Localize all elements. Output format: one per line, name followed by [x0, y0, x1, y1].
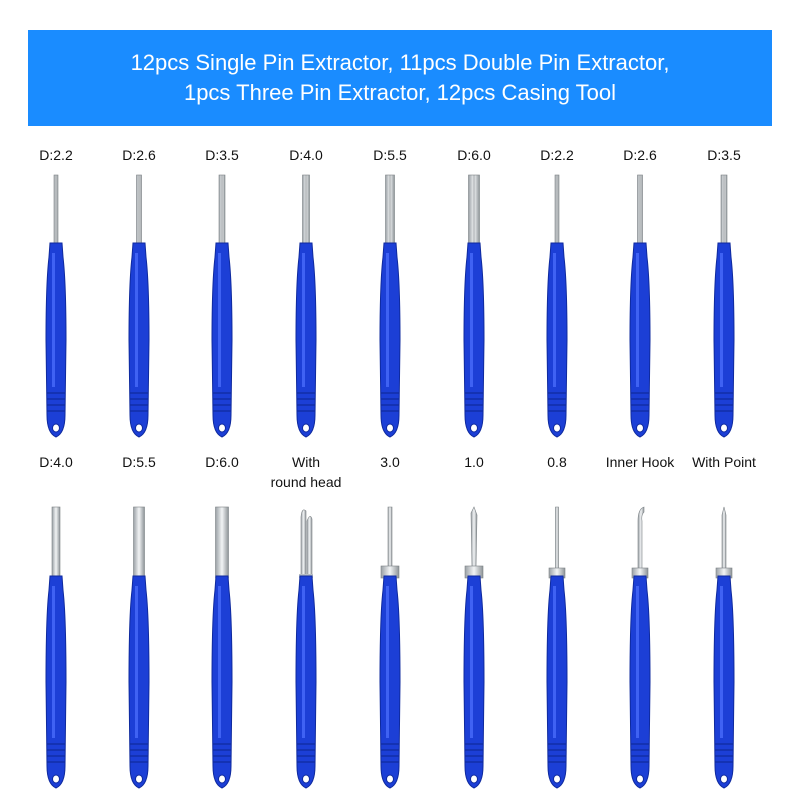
metal-tip — [218, 174, 226, 246]
tool-item: D:6.0 — [177, 452, 267, 792]
handle — [379, 575, 401, 789]
banner-line-2: 1pcs Three Pin Extractor, 12pcs Casing T… — [183, 80, 617, 105]
banner-line-1: 12pcs Single Pin Extractor, 11pcs Double… — [130, 50, 670, 75]
tool-label: With Point — [692, 454, 756, 470]
extractor-tool-icon — [379, 174, 401, 438]
handle — [546, 575, 568, 789]
tool-item: 1.0 — [429, 452, 519, 792]
extractor-tool-icon — [128, 506, 150, 789]
tool-item: 3.0 — [345, 452, 435, 792]
handle — [629, 242, 651, 438]
tool-label: D:5.5 — [373, 147, 407, 163]
handle — [295, 575, 317, 789]
extractor-tool-icon — [295, 509, 317, 789]
metal-tip — [380, 506, 400, 579]
extractor-tool-icon — [211, 174, 233, 438]
tool-label: D:6.0 — [205, 454, 239, 470]
tool-item: D:5.5 — [345, 145, 435, 445]
tool-label: D:2.2 — [39, 147, 73, 163]
tool-label: 1.0 — [464, 454, 484, 470]
metal-tip — [215, 506, 229, 579]
tool-label: 0.8 — [547, 454, 567, 470]
tool-label-line-2: round head — [270, 474, 342, 490]
tool-row-2: D:4.0 D:5.5 D:6.0 With round head 3.0 1.0 0.8 In… — [0, 452, 800, 792]
tool-item: D:4.0 — [261, 145, 351, 445]
extractor-tool-icon — [379, 506, 401, 789]
metal-tip — [468, 174, 480, 246]
handle — [128, 242, 150, 438]
tool-label: D:6.0 — [457, 147, 491, 163]
extractor-tool-icon — [128, 174, 150, 438]
tool-label: D:3.5 — [707, 147, 741, 163]
handle — [463, 575, 485, 789]
handle — [713, 242, 735, 438]
tool-label: D:4.0 — [289, 147, 323, 163]
handle — [379, 242, 401, 438]
metal-tip — [464, 506, 484, 579]
handle — [546, 242, 568, 438]
metal-tip — [715, 506, 733, 579]
extractor-tool-icon — [295, 174, 317, 438]
extractor-tool-icon — [713, 174, 735, 438]
tool-item: D:2.6 — [595, 145, 685, 445]
tool-label: D:2.2 — [540, 147, 574, 163]
tool-item: D:3.5 — [679, 145, 769, 445]
metal-tip — [720, 174, 728, 246]
tool-item: With round head — [261, 452, 351, 792]
tool-item: D:2.2 — [11, 145, 101, 445]
tool-label: D:3.5 — [205, 147, 239, 163]
metal-tip — [302, 174, 310, 246]
handle — [463, 242, 485, 438]
handle — [211, 575, 233, 789]
extractor-tool-icon — [211, 506, 233, 789]
tool-label: Inner Hook — [605, 454, 675, 470]
tool-item: With Point — [679, 452, 769, 792]
tool-item: D:2.6 — [94, 145, 184, 445]
handle — [45, 575, 67, 789]
tool-item: D:4.0 — [11, 452, 101, 792]
tool-item: D:3.5 — [177, 145, 267, 445]
extractor-tool-icon — [629, 506, 651, 789]
handle — [629, 575, 651, 789]
metal-tip — [133, 506, 145, 579]
extractor-tool-icon — [45, 506, 67, 789]
tool-label: D:2.6 — [623, 147, 657, 163]
title-banner: 12pcs Single Pin Extractor, 11pcs Double… — [28, 30, 772, 126]
metal-tip — [637, 174, 643, 246]
metal-tip — [53, 174, 59, 246]
handle — [211, 242, 233, 438]
extractor-tool-icon — [463, 174, 485, 438]
tool-label: D:4.0 — [39, 454, 73, 470]
metal-tip — [136, 174, 142, 246]
extractor-tool-icon — [713, 506, 735, 789]
metal-tip — [548, 506, 566, 579]
metal-tip — [51, 506, 61, 579]
tool-item: D:5.5 — [94, 452, 184, 792]
handle — [295, 242, 317, 438]
extractor-tool-icon — [45, 174, 67, 438]
tool-item: Inner Hook — [595, 452, 685, 792]
metal-tip — [385, 174, 395, 246]
metal-tip — [631, 506, 649, 579]
tool-label: D:5.5 — [122, 454, 156, 470]
handle — [713, 575, 735, 789]
tool-item: D:2.2 — [512, 145, 602, 445]
metal-tip — [554, 174, 560, 246]
handle — [45, 242, 67, 438]
tool-label: D:2.6 — [122, 147, 156, 163]
extractor-tool-icon — [629, 174, 651, 438]
extractor-tool-icon — [546, 506, 568, 789]
metal-tip — [299, 509, 313, 579]
tool-item: D:6.0 — [429, 145, 519, 445]
tool-label: With — [292, 454, 320, 470]
tool-row-1: D:2.2 D:2.6 D:3.5 D:4.0 D:5.5 D:6.0 D:2.2 D:2.6… — [0, 145, 800, 445]
handle — [128, 575, 150, 789]
tool-item: 0.8 — [512, 452, 602, 792]
extractor-tool-icon — [546, 174, 568, 438]
extractor-tool-icon — [463, 506, 485, 789]
tool-label: 3.0 — [380, 454, 400, 470]
